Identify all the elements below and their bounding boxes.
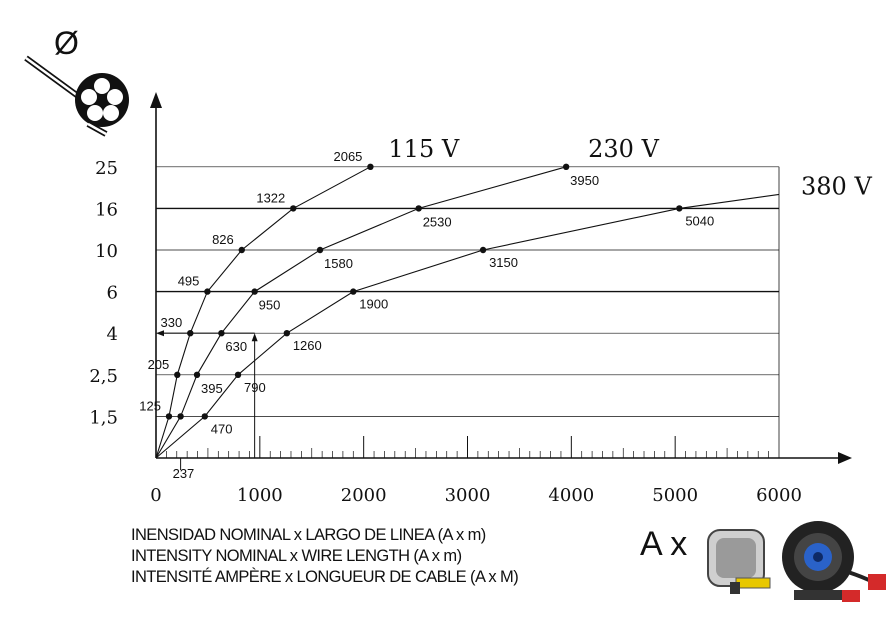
point-115v-2065 [367,163,374,170]
x-tick-label-1000: 1000 [237,485,283,506]
x-tick-label-5000: 5000 [652,485,698,506]
point-115v-1322 [290,205,297,212]
y-tick-label-2-5: 2,5 [89,366,118,387]
point-230v-630 [218,330,225,337]
series-line-380v [155,193,780,459]
data-label-115v-205: 205 [148,357,170,372]
cable-cross-section-icon: Ø [24,25,129,137]
data-label-380v-5040: 5040 [685,213,714,228]
point-380v-1260 [283,330,291,337]
example-path-arrow-up [251,333,258,342]
y-tick-label-10: 10 [95,241,118,262]
caption-english: INTENSITY NOMINAL x WIRE LENGTH (A x m) [131,547,462,565]
data-label-230v-1580: 1580 [324,256,353,271]
y-tick-label-4: 4 [107,324,118,345]
point-115v-495 [204,288,211,295]
series-line-230v [155,166,567,459]
data-label-380v-470: 470 [211,421,233,436]
caption-french: INTENSITÉ AMPÈRE x LONGUEUR DE CABLE (A … [131,568,519,586]
data-label-230v-2530: 2530 [423,214,452,229]
point-115v-330 [187,330,194,337]
series-line-115v [155,166,371,459]
data-label-230v-237: 237 [173,466,195,481]
series-name-115v: 115 V [388,135,459,163]
y-axis-arrow [150,92,162,108]
caption-spanish: INENSIDAD NOMINAL x LARGO DE LINEA (A x … [131,526,486,544]
point-115v-125 [165,413,173,420]
data-label-115v-495: 495 [178,274,200,289]
x-tick-label-3000: 3000 [445,485,491,506]
point-115v-826 [238,246,245,254]
data-label-115v-2065: 2065 [333,149,362,164]
x-tick-label-6000: 6000 [756,485,802,506]
data-label-230v-950: 950 [259,298,281,313]
data-label-115v-125: 125 [139,398,161,413]
point-380v-1900 [350,288,357,295]
data-label-380v-1260: 1260 [293,338,322,353]
x-axis-arrow [838,452,852,464]
data-label-380v-3150: 3150 [489,255,518,270]
point-230v-237 [177,413,184,420]
svg-text:Ø: Ø [54,25,79,61]
y-tick-label-1-5: 1,5 [89,407,118,428]
example-path-arrow-left [156,330,164,337]
point-230v-2530 [415,205,422,212]
point-230v-395 [193,371,201,378]
point-230v-3950 [562,163,570,170]
point-230v-1580 [316,246,324,254]
cable-reel-icon [782,521,886,602]
data-label-230v-395: 395 [201,381,223,396]
point-380v-5040 [676,205,683,212]
series-name-380v: 380 V [801,172,872,200]
point-230v-950 [251,288,258,295]
y-tick-label-6: 6 [107,283,118,304]
product-formula-label: A x [640,525,688,563]
series-name-230v: 230 V [588,135,659,163]
data-label-230v-630: 630 [225,339,247,354]
y-tick-label-25: 25 [95,158,118,179]
y-tick-label-16: 16 [95,199,118,220]
data-label-230v-3950: 3950 [570,173,599,188]
data-label-115v-826: 826 [212,232,234,247]
point-115v-205 [174,371,181,378]
point-380v-790 [234,371,242,378]
data-label-115v-1322: 1322 [256,190,285,205]
point-380v-3150 [479,246,487,254]
data-label-380v-1900: 1900 [359,297,388,312]
point-380v-470 [201,413,209,420]
x-tick-label-2000: 2000 [341,485,387,506]
data-label-380v-790: 790 [244,380,266,395]
x-tick-label-0: 0 [150,485,161,506]
data-label-115v-330: 330 [161,315,183,330]
tape-measure-icon [707,529,771,594]
x-tick-label-4000: 4000 [548,485,594,506]
